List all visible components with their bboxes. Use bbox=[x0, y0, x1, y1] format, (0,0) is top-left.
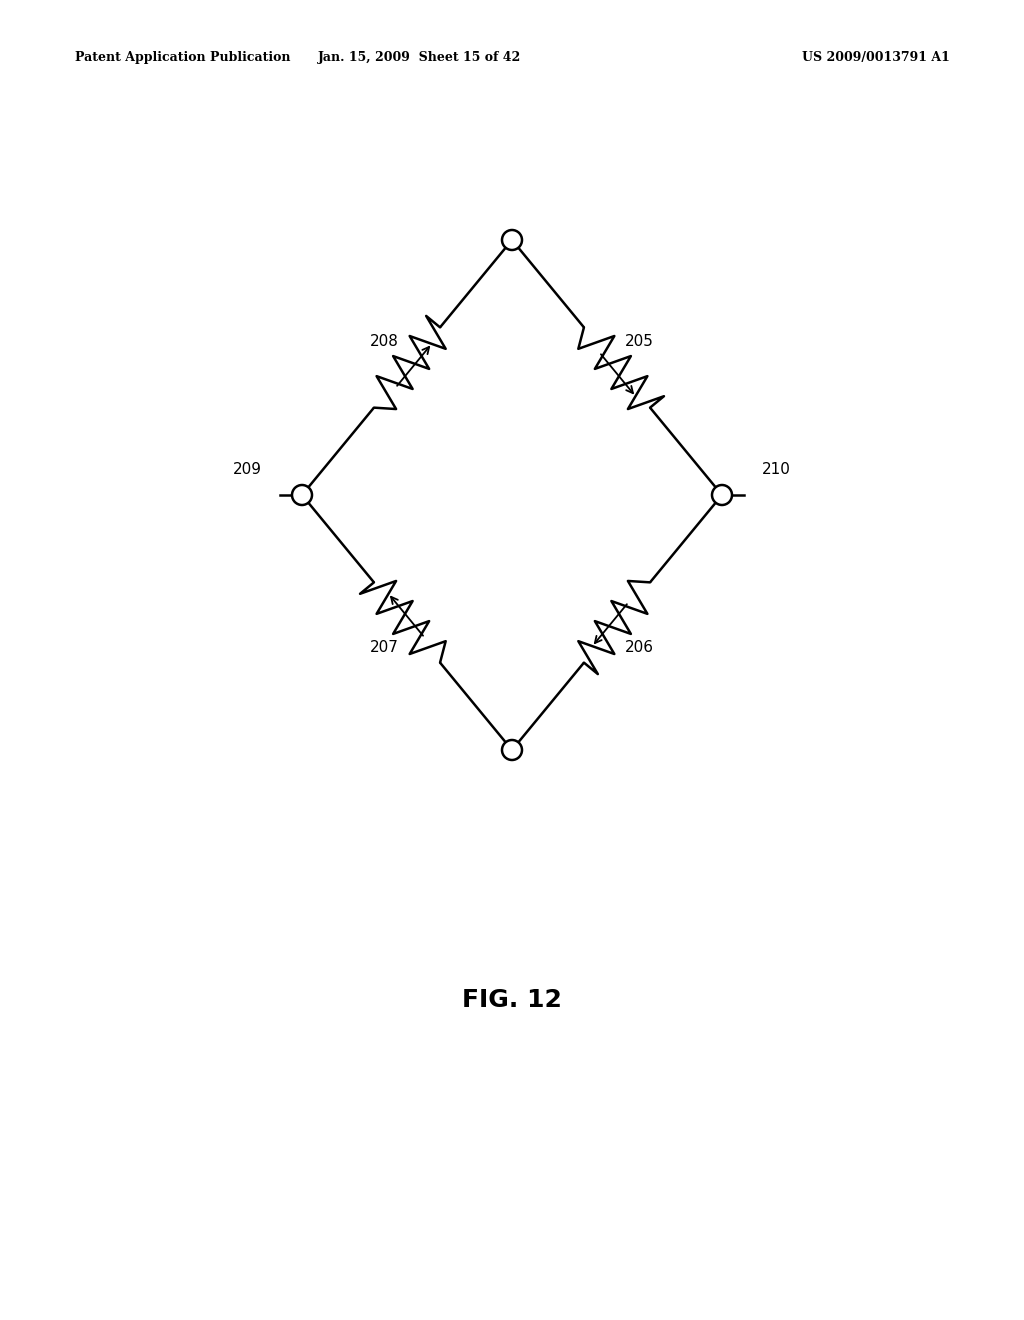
Text: 208: 208 bbox=[370, 334, 399, 350]
Text: FIG. 12: FIG. 12 bbox=[462, 987, 562, 1012]
Text: 206: 206 bbox=[625, 640, 654, 656]
Text: 209: 209 bbox=[233, 462, 262, 477]
Text: US 2009/0013791 A1: US 2009/0013791 A1 bbox=[802, 51, 950, 65]
Circle shape bbox=[292, 484, 312, 506]
Circle shape bbox=[502, 741, 522, 760]
Circle shape bbox=[502, 230, 522, 249]
Text: 210: 210 bbox=[762, 462, 791, 477]
Circle shape bbox=[712, 484, 732, 506]
Text: Jan. 15, 2009  Sheet 15 of 42: Jan. 15, 2009 Sheet 15 of 42 bbox=[318, 51, 521, 65]
Text: 207: 207 bbox=[370, 640, 399, 656]
Text: Patent Application Publication: Patent Application Publication bbox=[75, 51, 291, 65]
Text: 205: 205 bbox=[625, 334, 654, 350]
